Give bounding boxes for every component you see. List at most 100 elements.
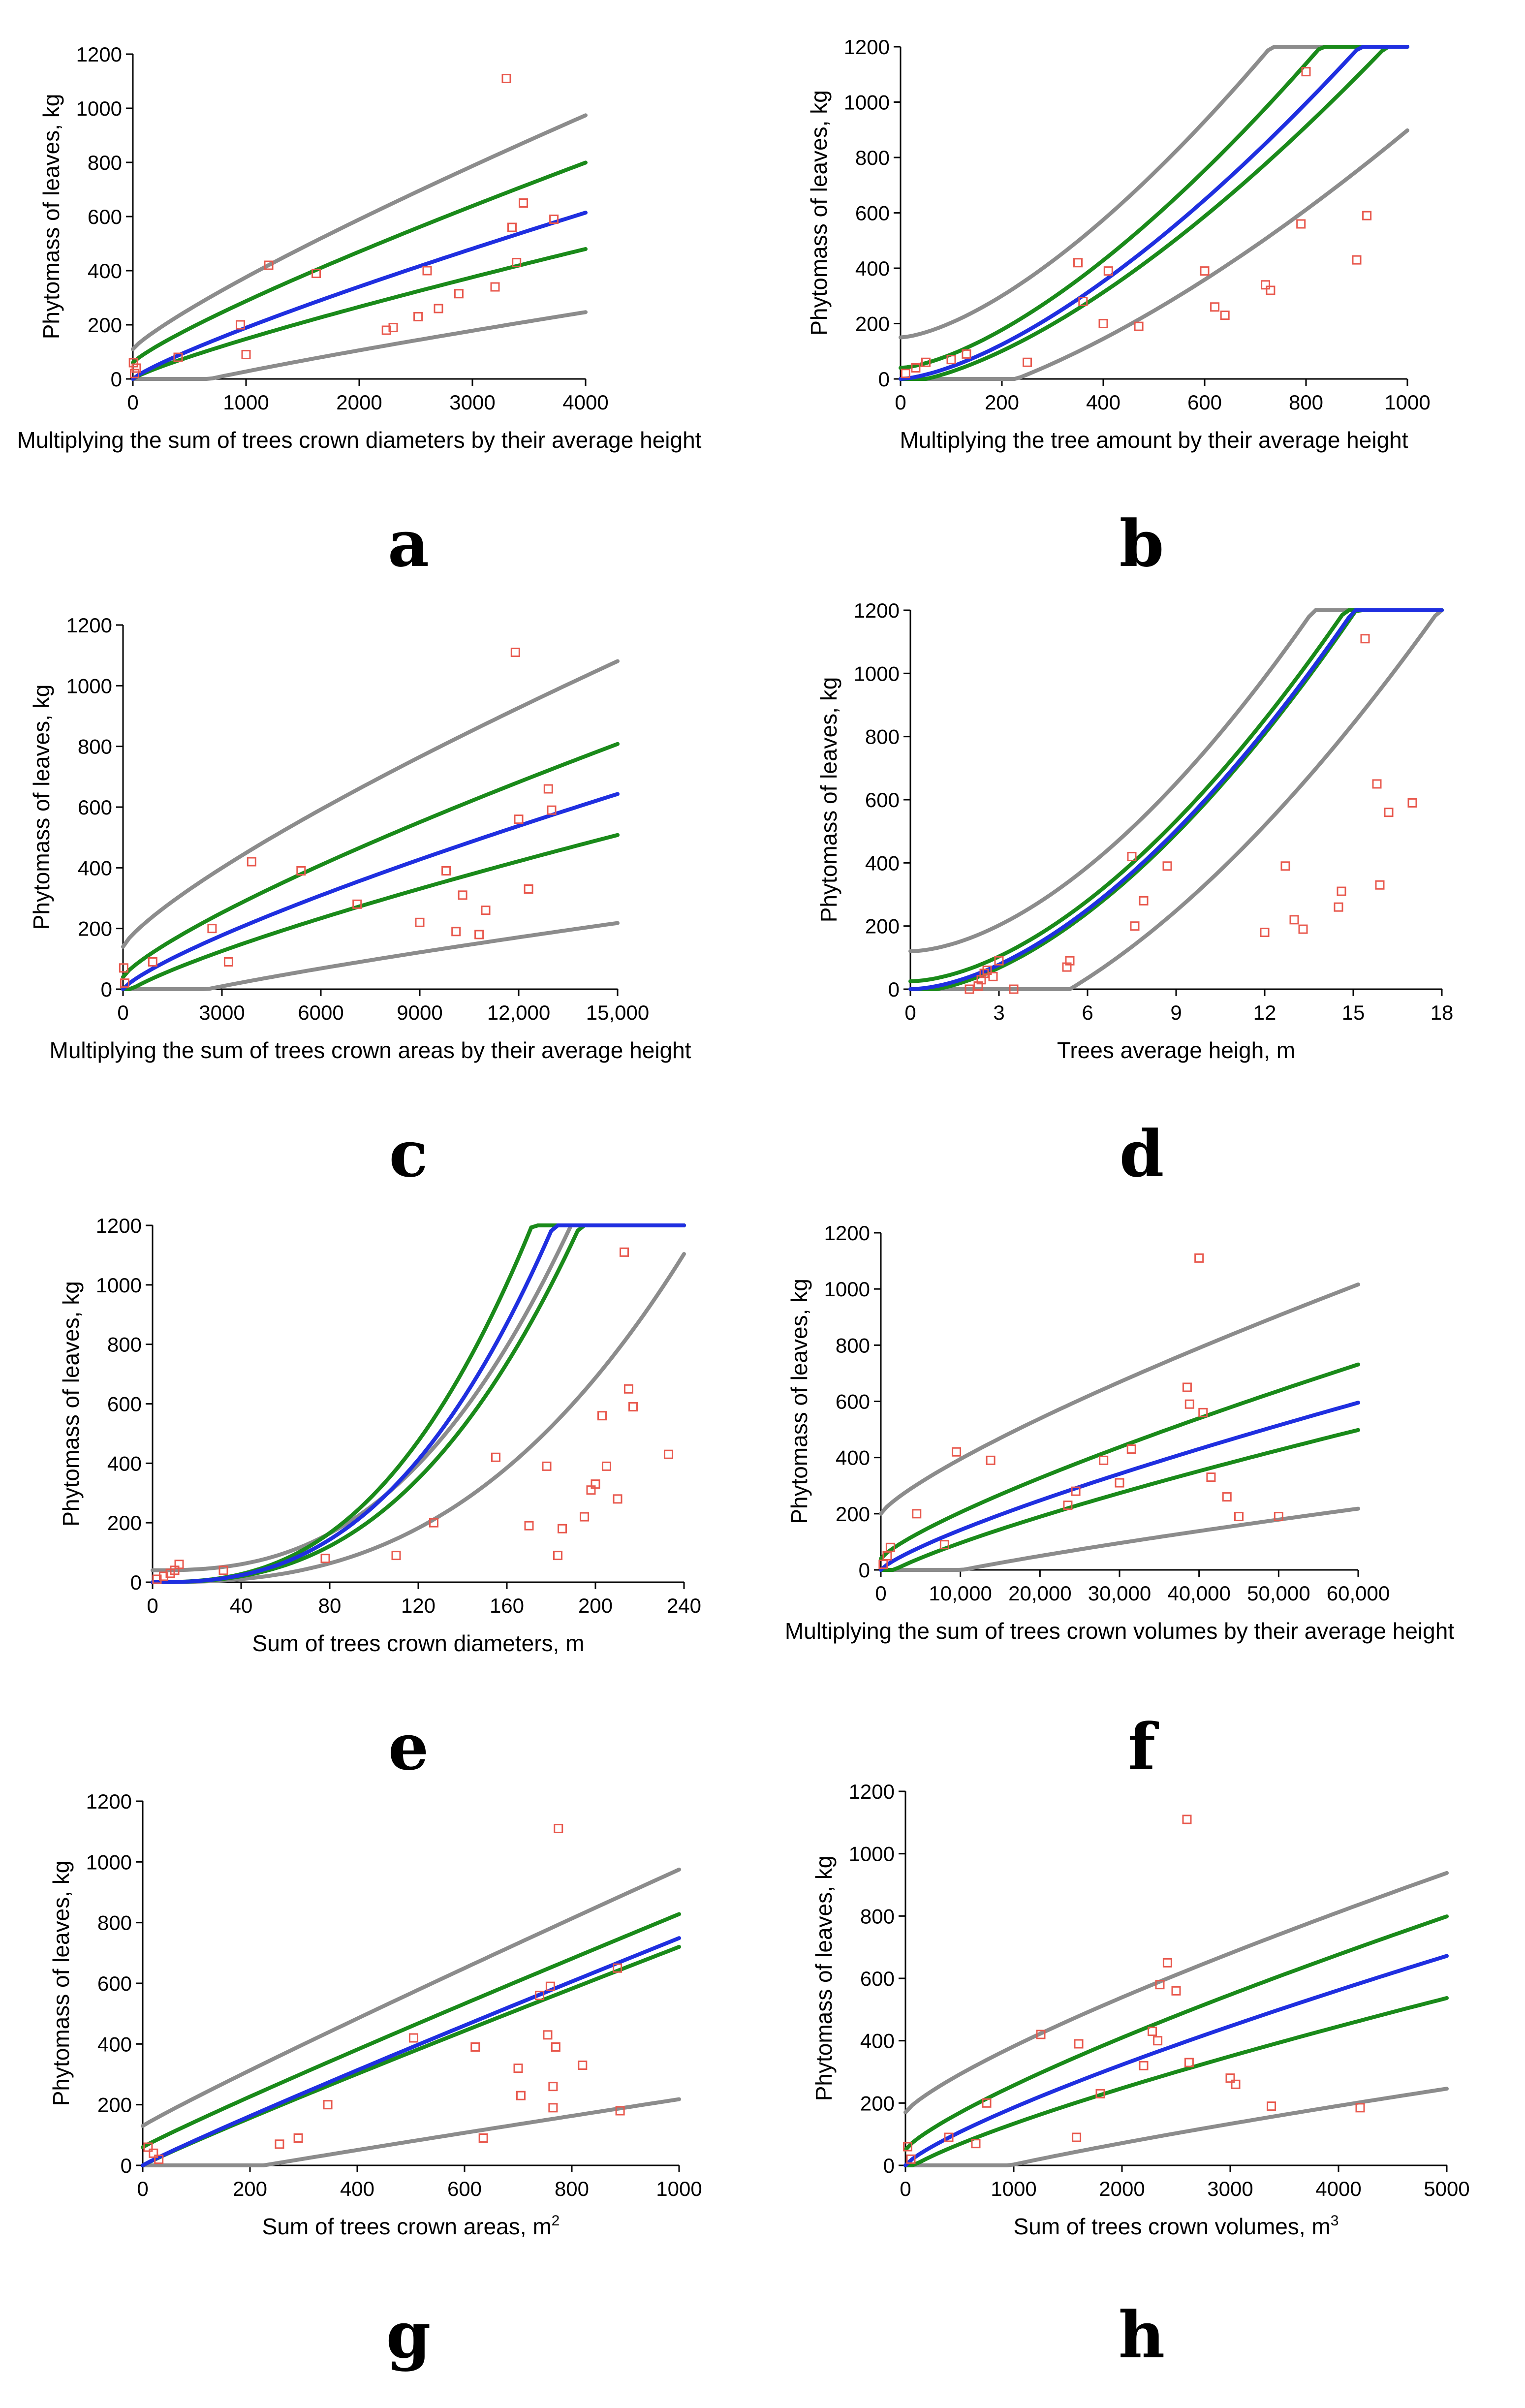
data-point — [535, 1991, 545, 2001]
data-point — [1298, 924, 1308, 934]
y-tick-label: 1000 — [86, 1850, 132, 1874]
data-point — [1206, 1472, 1216, 1482]
data-point — [223, 957, 233, 967]
x-tick-label: 160 — [490, 1594, 524, 1617]
panel-label: e — [388, 1709, 429, 1784]
data-point — [591, 1479, 600, 1489]
data-point — [912, 1509, 922, 1519]
panel-label: a — [388, 506, 429, 581]
data-point — [1099, 1455, 1109, 1465]
x-tick-label: 5000 — [1424, 2177, 1469, 2200]
data-point — [514, 814, 524, 824]
data-point — [1182, 1814, 1192, 1824]
data-point — [1071, 1486, 1081, 1496]
data-point — [901, 369, 910, 378]
data-point — [965, 984, 974, 994]
y-tick-label: 800 — [865, 725, 900, 749]
x-axis-label: Sum of trees crown areas, m2 — [262, 2213, 560, 2239]
x-tick-label: 0 — [117, 1001, 128, 1024]
x-tick-label: 12,000 — [487, 1001, 550, 1024]
data-point — [478, 2133, 488, 2143]
y-tick-label: 0 — [888, 978, 900, 1001]
x-tick-label: 15 — [1342, 1001, 1365, 1024]
data-point — [524, 1521, 534, 1531]
data-point — [512, 258, 522, 267]
confidence-upper-line — [903, 1914, 1449, 2152]
prediction-lower-line — [121, 921, 620, 991]
data-point — [921, 357, 931, 367]
data-point — [441, 866, 451, 876]
x-axis-label: Trees average heigh, m — [1057, 1037, 1295, 1063]
data-point — [408, 2033, 418, 2043]
data-point — [1127, 852, 1137, 861]
data-point — [293, 2133, 303, 2143]
y-tick-label: 600 — [860, 1967, 895, 1990]
x-tick-label: 18 — [1431, 1001, 1454, 1024]
data-point — [580, 1512, 589, 1522]
data-point — [543, 784, 553, 794]
y-axis-label: Phytomass of leaves, kg — [38, 94, 64, 340]
data-point — [911, 363, 921, 373]
data-point — [1200, 266, 1210, 276]
data-point — [154, 2155, 164, 2164]
x-tick-label: 6 — [1082, 1001, 1093, 1024]
data-point — [976, 975, 986, 985]
y-tick-label: 800 — [107, 1333, 142, 1356]
data-point — [1162, 861, 1172, 871]
y-tick-label: 1000 — [844, 91, 890, 114]
confidence-lower-line — [903, 1996, 1449, 2167]
x-tick-label: 50,000 — [1247, 1582, 1310, 1605]
x-tick-label: 240 — [667, 1594, 701, 1617]
x-tick-label: 30,000 — [1088, 1582, 1151, 1605]
y-tick-label: 0 — [111, 368, 122, 391]
y-tick-label: 800 — [97, 1911, 132, 1935]
data-point — [1360, 634, 1370, 644]
y-tick-label: 400 — [78, 856, 112, 879]
data-point — [1065, 956, 1075, 966]
data-point — [143, 2142, 153, 2152]
data-point — [1184, 2058, 1194, 2067]
fit-line — [121, 792, 620, 991]
data-point — [159, 1571, 168, 1581]
data-point — [1337, 886, 1346, 896]
y-tick-label: 800 — [88, 151, 122, 174]
chart-panel-c: 0 200 400 600 800 1000 1200 0 3000 6000 9000 12,000… — [29, 614, 691, 1191]
y-tick-label: 400 — [107, 1452, 142, 1475]
data-point — [973, 981, 983, 991]
panel-label: f — [1128, 1709, 1159, 1784]
prediction-upper-line — [903, 1871, 1449, 2115]
data-point — [1362, 211, 1372, 220]
data-point — [971, 2139, 981, 2149]
data-point — [962, 349, 971, 359]
y-tick-label: 1000 — [96, 1274, 142, 1297]
x-tick-label: 0 — [137, 2177, 148, 2200]
data-point — [320, 1554, 330, 1564]
data-point — [1182, 1382, 1192, 1392]
x-tick-label: 400 — [340, 2177, 374, 2200]
x-axis-label: Sum of trees crown volumes, m3 — [1014, 2213, 1339, 2239]
prediction-lower-line — [151, 1252, 686, 1584]
panel-label: d — [1120, 1116, 1164, 1191]
data-point — [1222, 1492, 1232, 1502]
y-axis-label: Phytomass of leaves, kg — [48, 1861, 74, 2106]
data-point — [152, 1574, 162, 1584]
confidence-upper-line — [121, 742, 620, 979]
x-tick-label: 2000 — [1099, 2177, 1145, 2200]
y-tick-label: 0 — [130, 1571, 142, 1594]
chart-panel-b: 0 200 400 600 800 1000 1200 0 200 400 600 800 1000 Ph… — [806, 35, 1431, 581]
y-tick-label: 800 — [78, 735, 112, 758]
data-point — [1274, 1512, 1283, 1522]
y-axis-label: Phytomass of leaves, kg — [29, 685, 54, 930]
confidence-upper-line — [131, 160, 588, 365]
data-point — [547, 805, 557, 815]
data-point — [264, 260, 274, 270]
data-point — [1194, 1253, 1204, 1263]
data-point — [988, 971, 998, 981]
data-point — [207, 924, 217, 934]
x-tick-label: 15,000 — [586, 1001, 649, 1024]
data-point — [1210, 302, 1220, 312]
x-tick-label: 12 — [1253, 1001, 1276, 1024]
data-point — [1372, 779, 1382, 789]
y-tick-label: 600 — [836, 1390, 870, 1413]
data-point — [994, 956, 1004, 966]
